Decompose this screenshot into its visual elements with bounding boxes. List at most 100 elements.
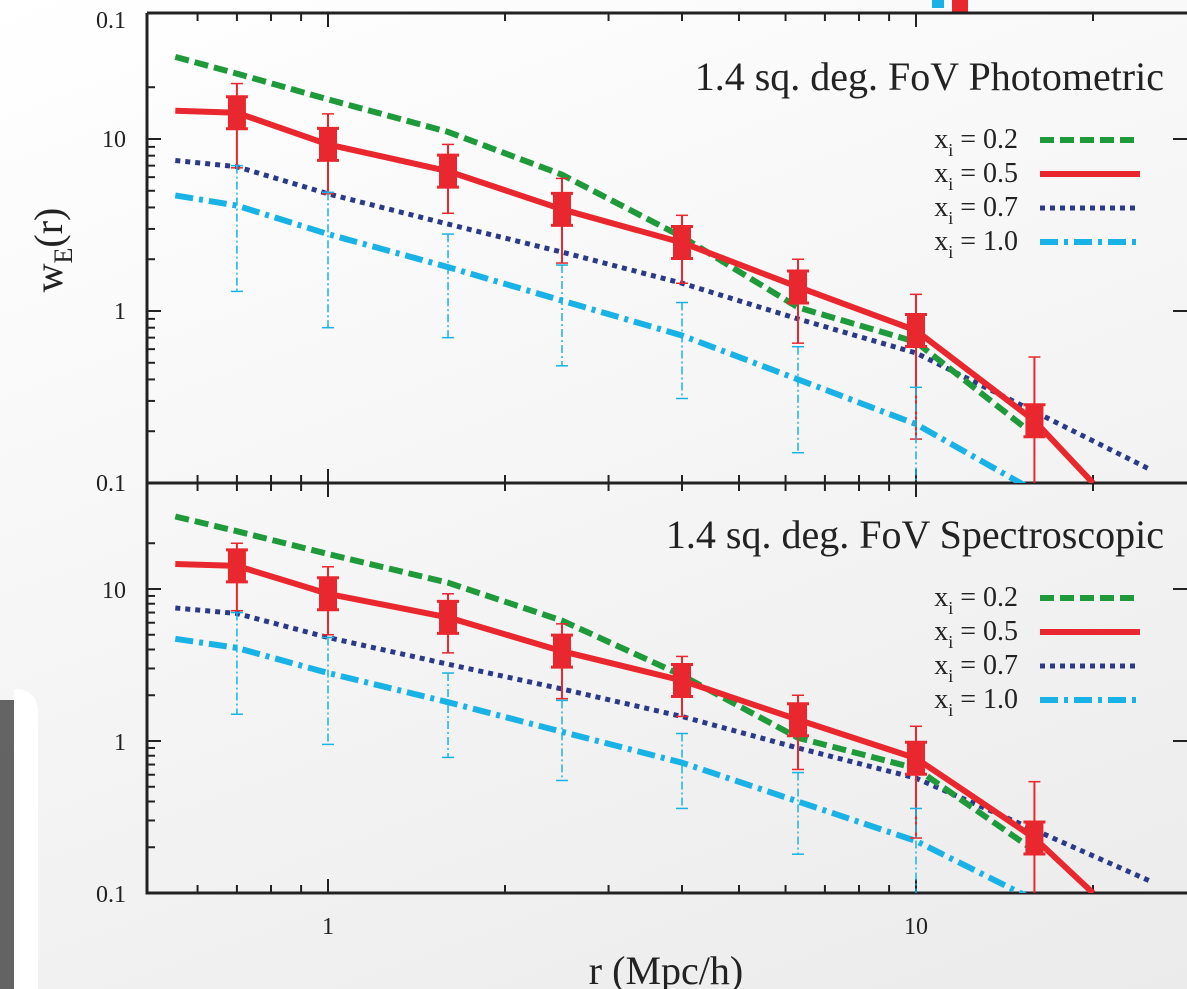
legend-prefix: x — [934, 684, 948, 715]
errorbar-top-x0.5 — [317, 113, 339, 195]
errorbar-bot-x0.5 — [905, 725, 927, 839]
top-artifact-red — [952, 0, 968, 14]
errorbars-layer — [225, 82, 1046, 893]
legend-label-top-x0.2: xi = 0.2 — [934, 124, 1018, 160]
errorbar-top-x0.5 — [437, 143, 460, 215]
series-top — [174, 54, 1152, 483]
x-tick-label-1: 1 — [322, 914, 334, 940]
errorbar-top-x0.5 — [225, 82, 248, 169]
series-line-top-x0.7 — [175, 158, 1152, 472]
errorbar-bot-x1.0 — [555, 699, 568, 782]
errorbar-top-x0.5 — [905, 293, 927, 440]
y-tick-label-bot-1: 1 — [114, 730, 126, 756]
legend-prefix: x — [934, 158, 948, 189]
y-tick-label-bot-0.1: 0.1 — [96, 882, 126, 908]
data-point-marker — [673, 226, 692, 259]
data-point-marker — [552, 635, 571, 668]
legend-eq: = 0.7 — [953, 192, 1018, 223]
y-tick-label-top-0.1: 0.1 — [96, 8, 126, 34]
data-point-marker — [1025, 822, 1044, 855]
errorbar-bot-x1.0 — [442, 672, 455, 759]
legend-label-bot-x1.0: xi = 1.0 — [934, 684, 1018, 720]
data-point-marker — [439, 155, 458, 188]
errorbar-bot-x1.0 — [792, 771, 805, 855]
legend-sub: i — [948, 242, 953, 262]
errorbar-bot-x1.0 — [230, 611, 243, 715]
errorbar-top-x1.0 — [792, 345, 805, 454]
errorbar-top-x1.0 — [555, 264, 568, 367]
errorbar-bot-x0.5 — [550, 623, 573, 700]
legend-eq: = 0.5 — [953, 616, 1018, 647]
ticks-layer — [147, 13, 1187, 894]
errorbar-bot-x0.5 — [317, 566, 339, 636]
data-point-marker — [319, 128, 337, 161]
data-point-marker — [227, 549, 246, 582]
errorbar-bot-x0.5 — [225, 542, 248, 612]
data-point-marker — [552, 193, 571, 226]
errorbar-top-x0.5 — [550, 177, 573, 264]
errorbar-bot-x0.5 — [787, 694, 810, 771]
top-artifact-blue — [932, 0, 944, 8]
legend-prefix: x — [934, 226, 948, 257]
data-point-marker — [789, 703, 808, 736]
errorbar-top-x0.5 — [1023, 356, 1046, 483]
data-point-marker — [789, 270, 808, 303]
legend-prefix: x — [934, 124, 948, 155]
y-axis-label-sub: E — [49, 248, 78, 264]
series-bot — [174, 513, 1152, 893]
series-line-bot-x0.2 — [174, 513, 1037, 854]
background-decor — [0, 0, 968, 989]
legend-sub: i — [948, 208, 953, 228]
y-tick-label-bot-10: 10 — [102, 578, 126, 604]
legend-label-bot-x0.5: xi = 0.5 — [934, 616, 1018, 652]
errorbar-top-x1.0 — [322, 191, 334, 329]
legend-label-top-x1.0: xi = 1.0 — [934, 226, 1018, 262]
y-tick-label-top-10: 10 — [102, 127, 126, 153]
data-point-marker — [1025, 404, 1044, 437]
errorbar-top-x1.0 — [442, 233, 455, 339]
errorbar-top-x0.5 — [671, 214, 694, 284]
series-line-top-x0.5 — [175, 107, 1096, 483]
series-line-bot-x0.7 — [175, 605, 1152, 884]
legend-eq: = 0.2 — [953, 124, 1018, 155]
data-point-marker — [907, 742, 925, 775]
legend-eq: = 0.2 — [953, 582, 1018, 613]
legend-sub: i — [948, 174, 953, 194]
data-point-marker — [319, 577, 337, 610]
legend-sub: i — [948, 632, 953, 652]
errorbar-top-x1.0 — [676, 301, 689, 400]
x-tick-label-10: 10 — [904, 914, 928, 940]
legend-eq: = 0.5 — [953, 158, 1018, 189]
left-rounded-panel-edge — [14, 689, 38, 989]
bottom-panel-title: 1.4 sq. deg. FoV Spectroscopic — [666, 512, 1164, 557]
y-axis-label-main: w — [26, 263, 71, 292]
top-panel-frame — [145, 11, 1187, 483]
legend-label-bot-x0.7: xi = 0.7 — [934, 650, 1018, 686]
errorbar-top-x1.0 — [230, 164, 243, 293]
data-point-marker — [673, 664, 692, 697]
errorbar-bot-x1.0 — [910, 807, 922, 893]
series-line-bot-x0.5 — [175, 561, 1096, 893]
legend-prefix: x — [934, 650, 948, 681]
series-line-top-x0.2 — [174, 54, 1037, 438]
errorbar-top-x1.0 — [910, 386, 922, 483]
y-axis-label-tail: (r) — [26, 208, 71, 248]
legend-eq: = 0.7 — [953, 650, 1018, 681]
errorbar-top-x0.5 — [787, 258, 810, 344]
y-tick-label-top-1: 1 — [114, 299, 126, 325]
legend-sub: i — [948, 666, 953, 686]
top-panel-title: 1.4 sq. deg. FoV Photometric — [695, 54, 1164, 99]
errorbar-bot-x0.5 — [671, 655, 694, 718]
errorbar-bot-x1.0 — [322, 636, 334, 746]
legend-eq: = 1.0 — [953, 684, 1018, 715]
series-line-bot-x1.0 — [174, 635, 1028, 893]
series-line-top-x1.0 — [174, 192, 1027, 483]
errorbar-bot-x1.0 — [676, 732, 689, 810]
legend-eq: = 1.0 — [953, 226, 1018, 257]
data-point-marker — [227, 96, 246, 129]
data-point-marker — [907, 314, 925, 347]
legend-sub: i — [948, 598, 953, 618]
errorbar-bot-x0.5 — [1023, 780, 1046, 893]
legend-layer: xi = 0.2xi = 0.5xi = 0.7xi = 1.0xi = 0.2… — [934, 124, 1140, 720]
